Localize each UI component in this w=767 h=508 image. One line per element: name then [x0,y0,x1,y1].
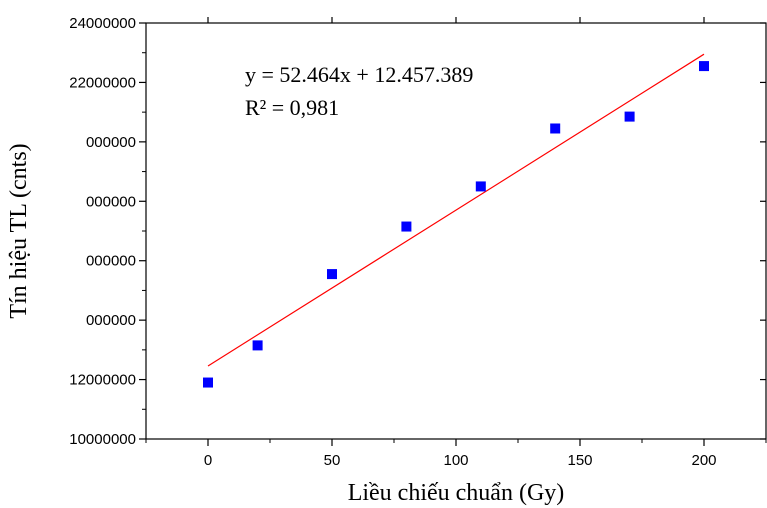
x-axis-title: Liều chiếu chuẩn (Gy) [348,480,565,506]
data-point [252,340,263,351]
data-point [401,221,412,232]
data-point [624,111,635,122]
y-tick-label: 000000 [86,134,136,151]
r-squared-annotation: R² = 0,981 [245,95,339,120]
y-tick-label: 000000 [86,193,136,210]
x-tick-label: 100 [443,452,468,469]
data-point [203,377,213,388]
y-tick-label: 000000 [86,253,136,270]
data-point [475,181,486,192]
data-point [327,269,337,280]
fit-line [207,53,705,367]
x-tick-label: 200 [691,452,716,469]
x-tick-label: 0 [204,452,212,469]
y-tick-label: 22000000 [69,74,136,91]
y-tick-label: 12000000 [69,372,136,389]
y-axis-title: Tín hiệu TL (cnts) [6,143,32,318]
x-tick-label: 50 [324,452,341,469]
y-tick-label: 000000 [86,312,136,329]
x-tick-label: 150 [567,452,592,469]
y-tick-label: 24000000 [69,15,136,32]
y-tick-label: 10000000 [69,431,136,448]
equation-annotation: y = 52.464x + 12.457.389 [245,62,473,87]
data-point [550,123,561,134]
data-point [699,61,709,72]
